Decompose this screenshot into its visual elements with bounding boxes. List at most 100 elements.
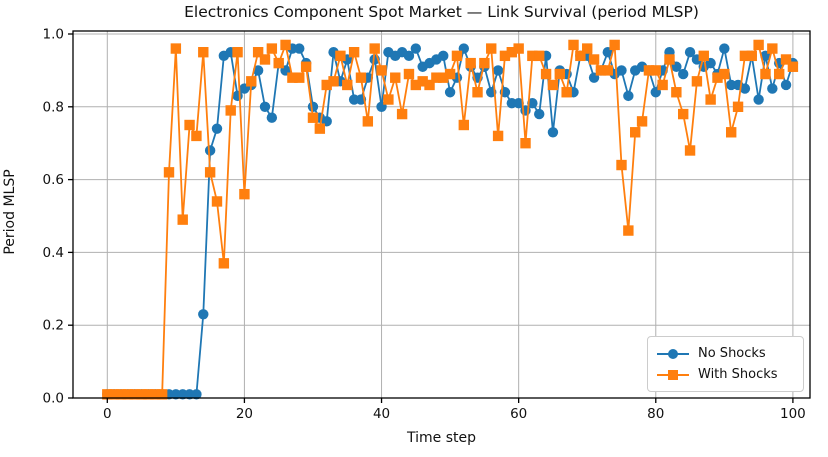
data-point-square (561, 87, 572, 98)
data-point-square (465, 57, 476, 69)
legend-entry-0: No Shocks (656, 344, 793, 364)
data-point-square (273, 57, 284, 69)
data-point-square (369, 43, 380, 54)
x-tick-label: 100 (780, 406, 806, 422)
data-point-square (300, 61, 312, 72)
legend-line-circle-icon (657, 348, 689, 359)
data-point-circle (294, 43, 305, 54)
legend: No Shocks With Shocks (647, 336, 804, 392)
data-point-square (486, 43, 497, 54)
data-point-square (767, 43, 778, 54)
data-point-square (170, 43, 182, 54)
data-point-circle (492, 65, 504, 76)
data-point-square (657, 79, 668, 91)
data-point-square (616, 159, 627, 171)
data-point-square (122, 389, 134, 400)
y-tick-label: 0.4 (43, 245, 64, 261)
data-point-circle (410, 43, 422, 54)
data-point-square (438, 72, 449, 83)
y-axis-label: Period MLSP (2, 169, 18, 255)
data-point-circle (204, 145, 216, 156)
data-point-circle (739, 83, 751, 94)
x-axis-label: Time step (407, 430, 476, 446)
data-point-square (335, 50, 346, 62)
y-tick-label: 0.6 (43, 172, 64, 188)
data-point-square (705, 94, 716, 105)
data-point-square (540, 68, 552, 80)
data-point-square (472, 87, 483, 98)
data-point-square (266, 43, 278, 54)
data-point-square (259, 54, 271, 65)
data-point-square (294, 72, 305, 83)
data-point-circle (780, 79, 792, 91)
data-point-square (184, 119, 195, 131)
data-point-circle (527, 97, 538, 109)
x-tick-label: 20 (236, 406, 253, 422)
data-point-square (328, 76, 339, 87)
data-point-square (355, 72, 367, 83)
data-point-square (150, 389, 161, 400)
data-point-square (568, 39, 579, 51)
data-point-circle (307, 101, 319, 113)
data-point-square (691, 76, 703, 87)
data-point-square (239, 188, 250, 200)
y-tick-label: 0.2 (43, 318, 64, 334)
data-point-circle (403, 50, 415, 62)
data-point-circle (252, 65, 264, 76)
data-point-square (115, 389, 127, 400)
data-point-square (499, 50, 511, 62)
data-point-square (602, 65, 613, 76)
data-point-square (527, 50, 538, 62)
data-point-square (787, 61, 799, 72)
data-point-circle (513, 97, 524, 109)
data-point-square (129, 389, 140, 400)
data-point-square (520, 138, 531, 149)
data-point-circle (534, 108, 545, 120)
data-point-square (575, 50, 586, 62)
data-point-square (746, 50, 757, 62)
data-point-circle (678, 68, 689, 80)
data-point-square (396, 108, 408, 120)
data-point-square (684, 145, 696, 156)
data-point-square (156, 389, 168, 400)
data-point-square (102, 389, 113, 400)
x-tick-label: 40 (373, 406, 390, 422)
data-point-square (671, 87, 682, 98)
data-point-square (739, 50, 751, 62)
data-point-circle (211, 123, 223, 134)
data-point-square (773, 68, 785, 80)
data-point-square (609, 39, 620, 51)
data-point-square (390, 72, 401, 83)
data-point-circle (266, 112, 278, 123)
data-point-square (712, 72, 723, 83)
legend-line-square-icon (657, 369, 689, 380)
data-point-square (595, 65, 607, 76)
data-point-circle (438, 50, 449, 62)
chart-title: Electronics Component Spot Market — Link… (184, 3, 699, 21)
data-point-square (307, 112, 319, 123)
data-point-circle (259, 101, 271, 113)
data-point-square (623, 225, 634, 236)
axes-spines (72, 30, 811, 399)
data-point-circle (616, 65, 627, 76)
data-point-square (218, 258, 230, 269)
data-point-square (588, 54, 600, 65)
data-point-square (732, 101, 744, 112)
y-tick-label: 0.8 (43, 99, 64, 115)
data-point-square (780, 54, 792, 65)
legend-entry-1: With Shocks (656, 365, 793, 385)
data-point-circle (623, 90, 634, 102)
data-point-square (232, 47, 243, 58)
data-point-square (417, 76, 428, 87)
data-point-square (143, 389, 154, 400)
data-point-square (760, 68, 771, 80)
data-point-circle (191, 389, 202, 400)
data-point-square (362, 116, 374, 127)
data-point-square (547, 79, 559, 91)
y-tick-label: 1.0 (43, 27, 64, 43)
data-point-square (424, 79, 435, 91)
data-point-circle (753, 94, 764, 105)
data-point-square (753, 39, 764, 51)
data-point-square (506, 47, 518, 58)
